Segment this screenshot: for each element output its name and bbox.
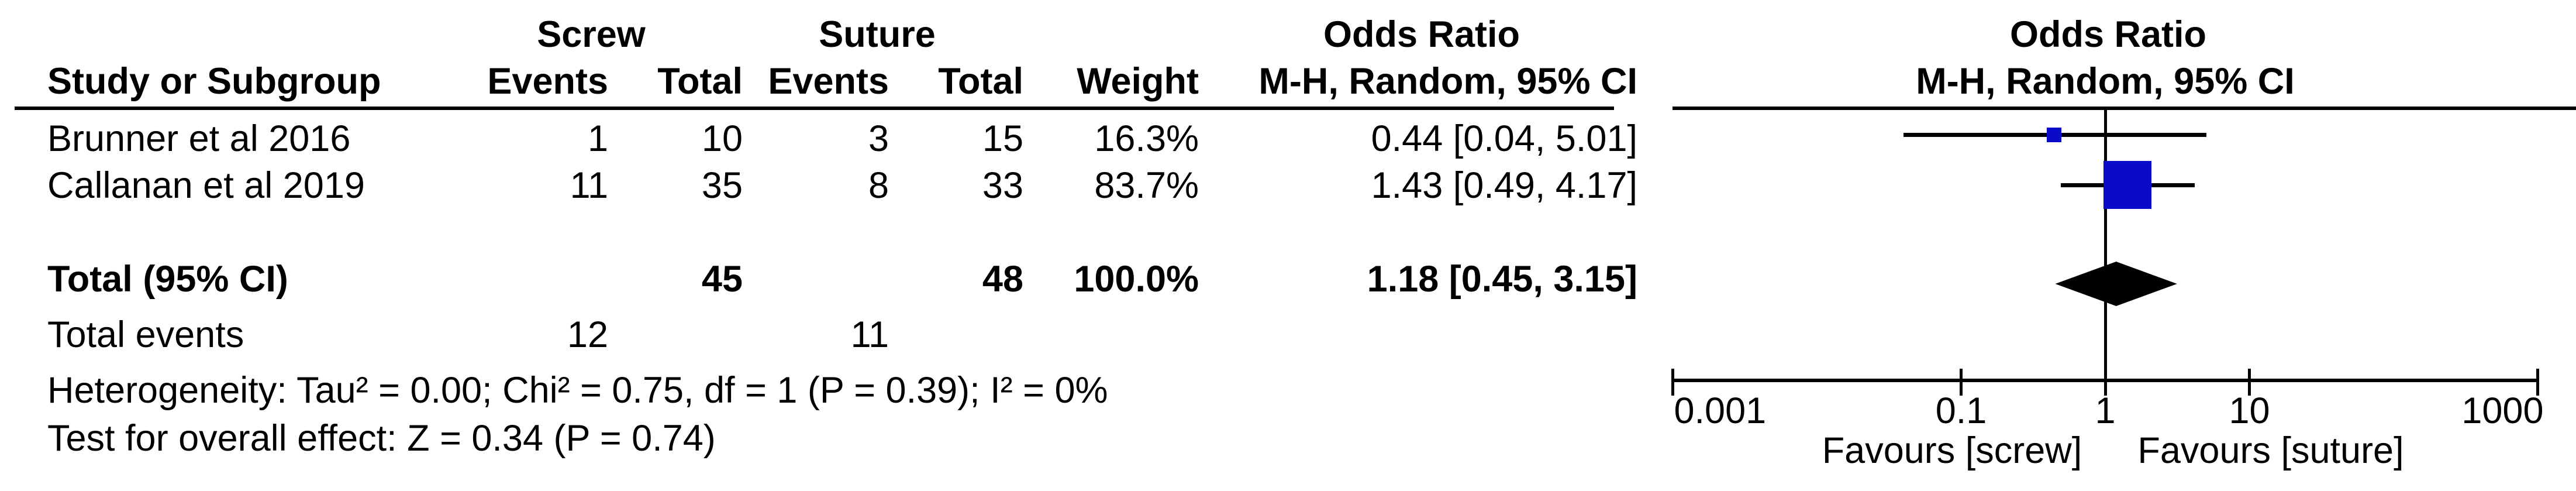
x-axis-tick <box>1960 369 1963 396</box>
total-or-ci: 1.18 [0.45, 3.15] <box>1367 259 1637 300</box>
total-suture-n: 48 <box>982 259 1023 300</box>
overall-effect-text: Test for overall effect: Z = 0.34 (P = 0… <box>47 418 716 459</box>
col-header-weight: Weight <box>1077 61 1199 102</box>
col-header-mh-ci: M-H, Random, 95% CI <box>1258 61 1637 102</box>
col-header-total-screw: Total <box>657 61 743 102</box>
x-axis-tick-label: 1000 <box>2461 390 2544 431</box>
total-events-screw: 12 <box>567 314 608 355</box>
x-axis-tick <box>1671 369 1674 396</box>
study-name: Brunner et al 2016 <box>47 118 351 159</box>
study-weight-square <box>2046 127 2061 142</box>
col-header-events-screw: Events <box>487 61 608 102</box>
header-rule-plot <box>1672 107 2576 110</box>
cell-total-suture: 33 <box>982 165 1023 206</box>
cell-events-screw: 11 <box>570 165 608 206</box>
cell-weight: 16.3% <box>1094 118 1199 159</box>
cell-or-ci: 1.43 [0.49, 4.17] <box>1371 165 1637 206</box>
total-weight: 100.0% <box>1074 259 1199 300</box>
cell-total-screw: 35 <box>701 165 743 206</box>
total-screw-n: 45 <box>701 259 743 300</box>
x-axis-tick <box>2536 369 2539 396</box>
favours-left-label: Favours [screw] <box>1822 430 2082 471</box>
x-axis-tick-label: 0.001 <box>1674 390 1767 431</box>
plot-header-mh-ci: M-H, Random, 95% CI <box>1916 61 2295 102</box>
col-header-total-suture: Total <box>938 61 1023 102</box>
x-axis-tick-label: 0.1 <box>1935 390 1987 431</box>
cell-total-suture: 15 <box>982 118 1023 159</box>
null-effect-line <box>2103 110 2107 382</box>
group-header-suture: Suture <box>819 14 936 55</box>
group-header-odds-ratio: Odds Ratio <box>1323 14 1520 55</box>
x-axis-tick-label: 10 <box>2229 390 2270 431</box>
col-header-study: Study or Subgroup <box>47 61 381 102</box>
x-axis-tick-label: 1 <box>2095 390 2116 431</box>
heterogeneity-text: Heterogeneity: Tau² = 0.00; Chi² = 0.75,… <box>47 370 1108 411</box>
header-rule-table <box>15 107 1614 110</box>
study-name: Callanan et al 2019 <box>47 165 365 206</box>
favours-right-label: Favours [suture] <box>2137 430 2404 471</box>
col-header-events-suture: Events <box>768 61 889 102</box>
x-axis-tick <box>2248 369 2251 396</box>
total-events-label: Total events <box>47 314 244 355</box>
total-events-suture: 11 <box>850 314 889 355</box>
cell-events-suture: 8 <box>868 165 889 206</box>
cell-events-suture: 3 <box>868 118 889 159</box>
study-weight-square <box>2103 161 2152 209</box>
cell-total-screw: 10 <box>701 118 743 159</box>
total-label: Total (95% CI) <box>47 259 288 300</box>
cell-events-screw: 1 <box>587 118 608 159</box>
cell-weight: 83.7% <box>1094 165 1199 206</box>
plot-header-odds-ratio: Odds Ratio <box>2009 14 2207 55</box>
cell-or-ci: 0.44 [0.04, 5.01] <box>1371 118 1637 159</box>
group-header-screw: Screw <box>537 14 646 55</box>
x-axis-tick <box>2103 369 2107 396</box>
